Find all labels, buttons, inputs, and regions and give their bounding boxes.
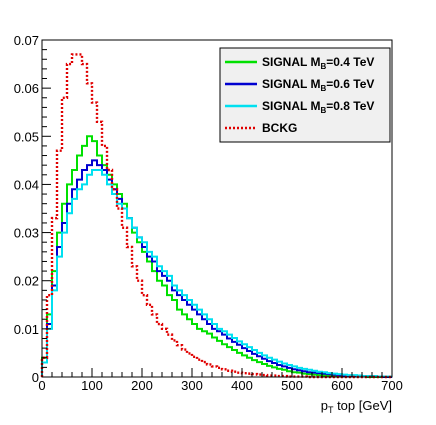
x-tick-label: 100 [81,378,103,393]
legend-label: SIGNAL MB=0.4 TeV [262,55,374,71]
legend-label-sub: B [320,62,326,71]
y-tick-label: 0.07 [14,33,39,48]
y-tick-label: 0.05 [14,129,39,144]
x-tick-label: 200 [131,378,153,393]
legend-label: SIGNAL MB=0.8 TeV [262,99,374,115]
x-tick-label: 300 [181,378,203,393]
legend-label: BCKG [262,121,297,135]
legend-label-suffix: =0.4 TeV [326,55,374,69]
y-axis-ticks: 0 0.01 0.02 0.03 0.04 0.05 0.06 0.07 [14,33,51,385]
legend-label-sub: B [320,106,326,115]
x-axis-ticks: 0 100 200 300 400 500 600 700 [38,368,403,393]
series-line-2 [41,159,392,378]
x-tick-label: 0 [38,378,45,393]
x-axis-title-sub: T [328,405,334,415]
x-axis-title: pT top [GeV] [321,398,392,415]
y-tick-label: 0.02 [14,274,39,289]
x-tick-label: 400 [231,378,253,393]
y-tick-label: 0.06 [14,81,39,96]
x-tick-label: 600 [331,378,353,393]
y-tick-label: 0.04 [14,177,39,192]
legend-label-main: SIGNAL M [262,77,320,91]
legend-label-suffix: =0.6 TeV [326,77,374,91]
legend-label-main: SIGNAL M [262,55,320,69]
x-axis-title-main: p [321,398,328,413]
legend-label-sub: B [320,84,326,93]
legend-box [219,47,391,143]
y-tick-label: 0 [32,370,39,385]
legend-label-main: SIGNAL M [262,99,320,113]
legend-label-main: BCKG [262,121,297,135]
y-tick-label: 0.03 [14,226,39,241]
x-tick-label: 500 [281,378,303,393]
y-tick-label: 0.01 [14,322,39,337]
legend-label: SIGNAL MB=0.6 TeV [262,77,374,93]
x-tick-label: 700 [381,378,403,393]
x-axis-title-rest: top [GeV] [333,398,392,413]
plot-frame [41,39,393,378]
legend-label-suffix: =0.8 TeV [326,99,374,113]
